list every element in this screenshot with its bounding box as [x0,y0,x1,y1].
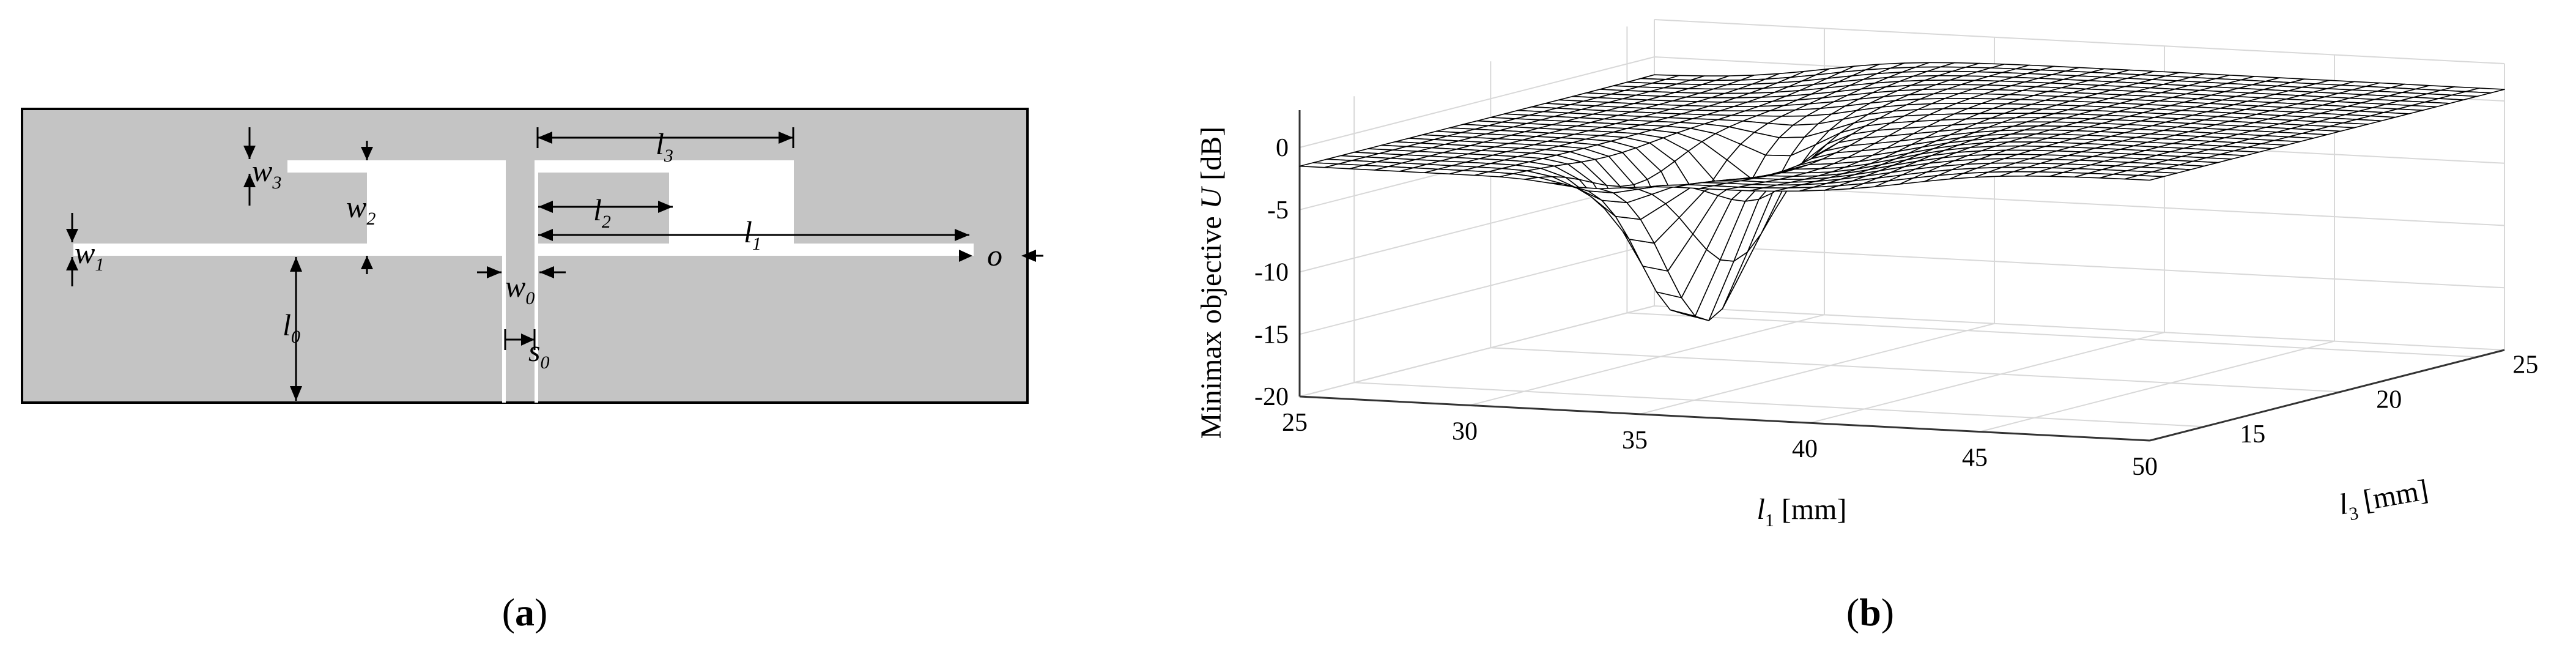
slot-l3-horizontal [535,160,794,173]
tick-labels: 25 30 35 40 45 50 15 20 25 0 -5 -10 -15 -20 [1254,134,2538,481]
z-tick-label: -5 [1267,196,1289,225]
label-l0: l0 [283,308,300,347]
minimax-surface-plot: 25 30 35 40 45 50 15 20 25 0 -5 -10 -15 -20 Minimax o… [1195,19,2538,634]
y-tick-label: 15 [2240,420,2265,449]
grid-line-z [1299,305,2505,397]
x-tick-label: 25 [1282,409,1308,437]
grid-line-y [1353,96,2205,428]
y-axis-line [2149,349,2505,442]
z-axis-label: Minimax objective U [dB] [1195,127,1227,439]
label-w1: w1 [75,236,104,275]
grid-line-x [1299,20,1655,397]
slot-w1-horizontal [73,244,367,256]
grid-line-z [1299,243,2505,335]
antenna-layout-diagram: w3 w2 w1 w0 s0 l0 l3 l2 l1 o (a) [21,108,1043,634]
label-w2: w2 [346,190,376,229]
surface-cell [2124,174,2164,181]
plot-axes [1298,110,2505,442]
label-w0: w0 [505,269,535,308]
caption-a: (a) [502,590,548,634]
y-tick-label: 20 [2376,385,2402,414]
slot-pattern [73,160,974,403]
label-o: o [987,238,1002,272]
x-tick-label: 40 [1792,435,1818,463]
z-tick-label: -20 [1254,383,1289,411]
slot-l1-horizontal [535,244,974,256]
caption-b: (b) [1846,590,1894,634]
z-tick-label: -10 [1254,259,1289,287]
slot-feed-right [535,160,538,403]
arrowheads [66,132,1036,401]
x-tick-label: 30 [1452,417,1478,445]
y-axis-label: l3 [mm] [2336,474,2431,526]
slot-feed-left [502,160,506,403]
x-axis-line [1299,395,2150,442]
label-l2: l2 [593,193,611,232]
grid-line-x [1979,54,2335,433]
label-w3: w3 [252,154,281,193]
z-tick-label: -15 [1254,321,1289,349]
surface-mesh [1299,62,2505,321]
x-tick-label: 45 [1962,444,1988,472]
y-tick-label: 25 [2512,351,2538,379]
label-l3: l3 [656,127,673,166]
slot-w2-block [367,160,505,256]
box-edge [1654,19,2505,64]
x-tick-label: 35 [1622,426,1648,455]
z-tick-label: 0 [1276,134,1289,162]
label-l1: l1 [744,215,761,254]
x-axis-label: l1 [mm] [1757,493,1847,531]
grid-line-z [1299,181,2505,273]
x-tick-label: 50 [2132,453,2158,481]
label-s0: s0 [528,333,549,373]
slot-l2-block [669,173,794,244]
